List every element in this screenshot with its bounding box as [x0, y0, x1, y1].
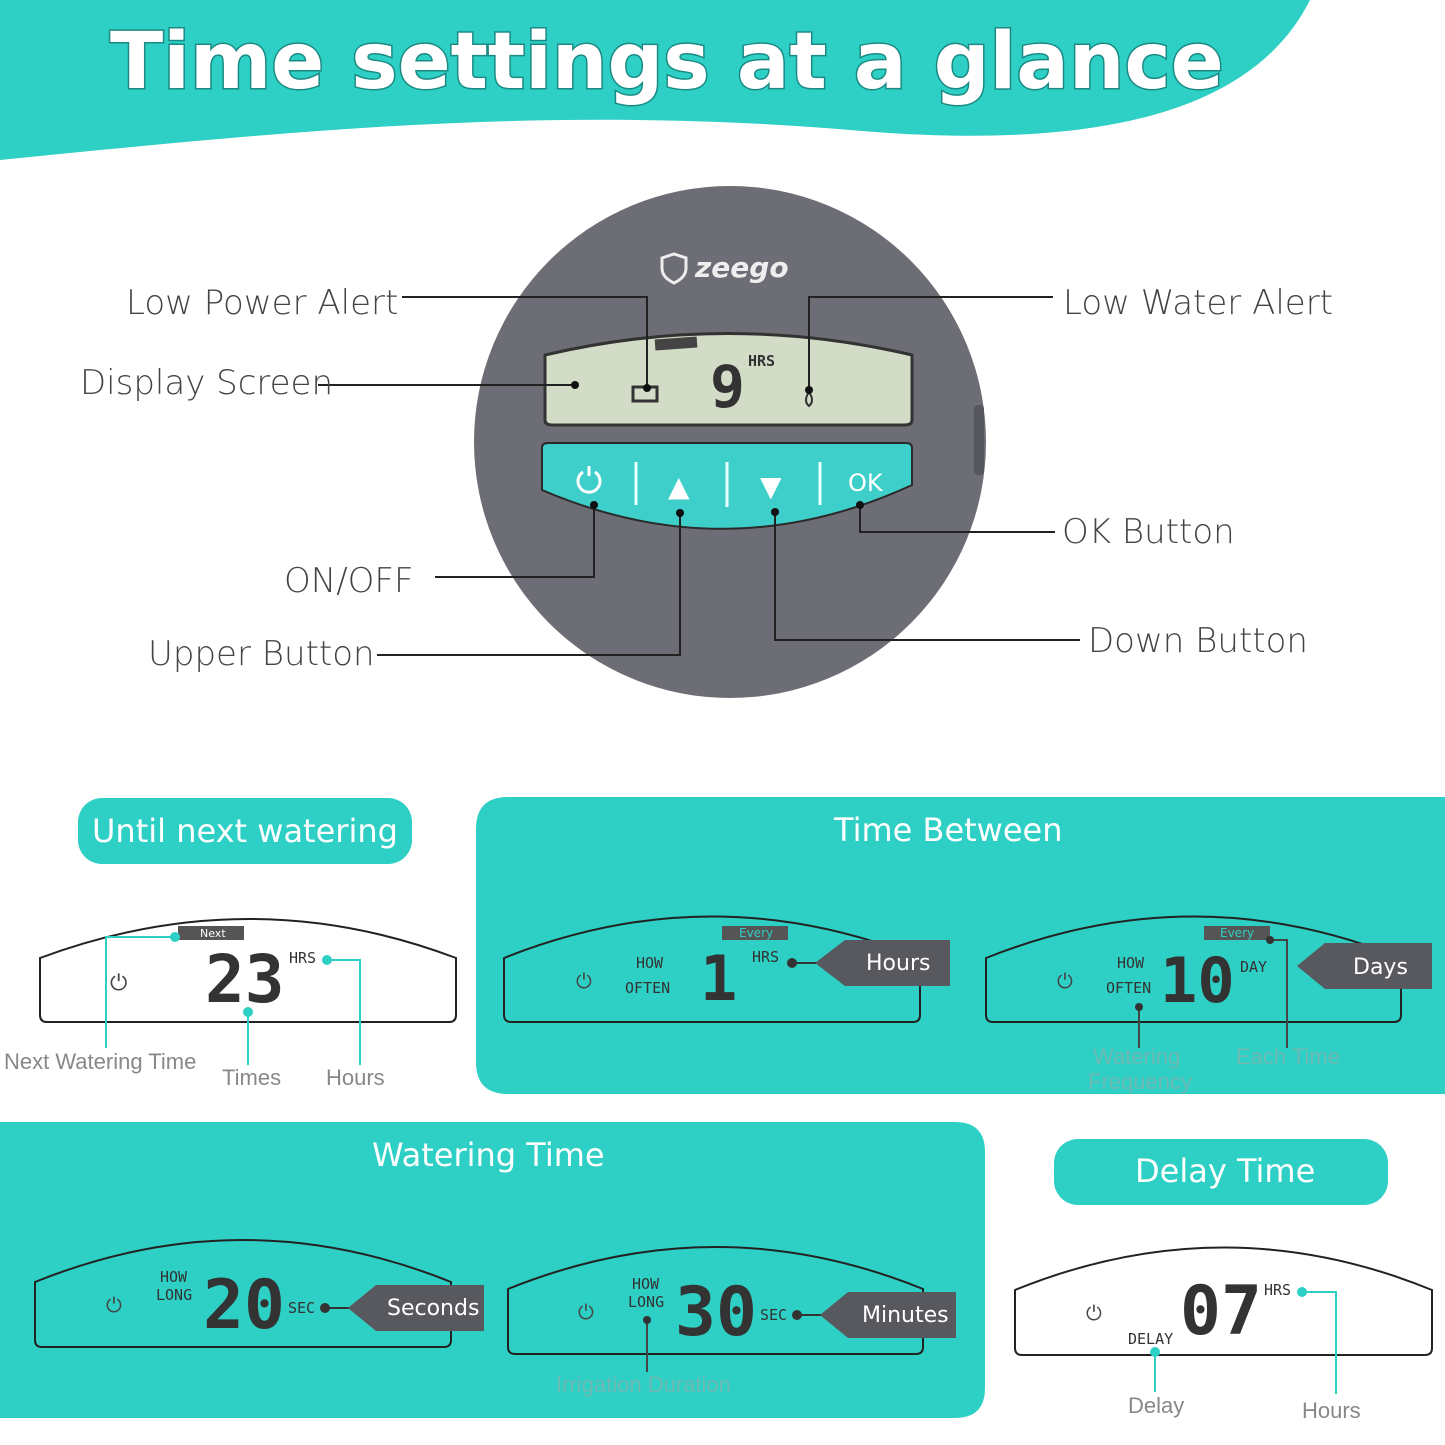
device: zeego 9 HRS ▲ ▼ OK [474, 186, 986, 698]
watering-time-section: Watering Time ⏻ HOW LONG 20 SEC Seconds … [0, 1122, 985, 1418]
delay-time-heading: Delay Time [1135, 1152, 1315, 1190]
next-unit: HRS [289, 949, 316, 967]
label-each-time: Each Time [1236, 1044, 1340, 1069]
power-button[interactable] [576, 466, 602, 494]
label-irrigation-duration: Irrigation Duration [556, 1372, 731, 1397]
time-between-section: Time Between Every ⏻ HOW OFTEN 1 HRS Hou… [476, 797, 1445, 1094]
how-label: HOW [636, 954, 664, 972]
next-badge: Next [200, 927, 226, 940]
label-upper-button: Upper Button [148, 634, 375, 674]
until-next-section: Until next watering Next ⏻ 23 HRS Next W… [4, 798, 457, 1090]
tag-seconds: Seconds [387, 1296, 479, 1321]
how-label: HOW [632, 1275, 660, 1293]
delay-time-section: Delay Time ⏻ DELAY 07 HRS Delay Hours [1014, 1139, 1433, 1423]
power-icon [576, 466, 602, 494]
plug-icon: ⏻ [576, 969, 592, 993]
label-delay-hours: Hours [1302, 1398, 1361, 1423]
between-value-hours: 1 [700, 942, 737, 1015]
plug-icon: ⏻ [110, 971, 127, 996]
every-badge-right: Every [1220, 926, 1254, 940]
label-watering: Watering [1093, 1044, 1180, 1069]
watering-time-heading: Watering Time [372, 1136, 605, 1174]
watering-unit-minutes: SEC [760, 1306, 787, 1324]
tag-days: Days [1353, 955, 1408, 980]
next-value: 23 [205, 941, 284, 1018]
header-wave [0, 0, 1310, 160]
between-value-days: 10 [1160, 944, 1235, 1017]
watering-value-minutes: 30 [675, 1273, 757, 1352]
page-title: Time settings at a glance [110, 17, 1224, 107]
between-unit-days: DAY [1240, 958, 1267, 976]
often-label: OFTEN [625, 979, 670, 997]
water-drop-icon [805, 390, 813, 408]
delay-label-lcd: DELAY [1128, 1330, 1173, 1348]
tag-minutes: Minutes [862, 1303, 949, 1328]
tag-hours: Hours [866, 951, 930, 976]
ok-button[interactable]: OK [848, 469, 884, 497]
how-label: HOW [1117, 954, 1145, 972]
long-label: LONG [628, 1293, 664, 1311]
plug-icon: ⏻ [578, 1300, 594, 1324]
delay-unit: HRS [1264, 1281, 1291, 1299]
how-label: HOW [160, 1268, 188, 1286]
until-next-heading: Until next watering [92, 812, 398, 850]
plug-icon: ⏻ [1086, 1301, 1102, 1325]
label-display-screen: Display Screen [80, 363, 333, 403]
time-between-heading: Time Between [833, 811, 1063, 849]
label-ok-button: OK Button [1062, 512, 1235, 552]
up-button[interactable]: ▲ [668, 470, 690, 503]
watering-value-seconds: 20 [203, 1266, 285, 1345]
down-button[interactable]: ▼ [760, 470, 782, 503]
label-delay: Delay [1128, 1393, 1184, 1418]
plug-icon: ⏻ [106, 1293, 122, 1317]
label-hours: Hours [326, 1065, 385, 1090]
screen-unit: HRS [748, 352, 775, 370]
label-on-off: ON/OFF [284, 561, 414, 601]
label-frequency: Frequency [1088, 1069, 1192, 1094]
plug-icon: ⏻ [1057, 969, 1073, 993]
brand-logo: zeego [694, 251, 789, 284]
shield-logo-icon [660, 252, 688, 285]
screen-value: 9 [710, 353, 745, 421]
label-next-watering-time: Next Watering Time [4, 1049, 196, 1074]
delay-value: 07 [1180, 1272, 1262, 1351]
callout-lines [318, 296, 1080, 656]
label-low-power-alert: Low Power Alert [126, 283, 398, 323]
between-unit-hours: HRS [752, 948, 779, 966]
watering-unit-seconds: SEC [288, 1299, 315, 1317]
every-badge-left: Every [739, 926, 773, 940]
label-low-water-alert: Low Water Alert [1063, 283, 1333, 323]
long-label: LONG [156, 1286, 192, 1304]
label-times: Times [222, 1065, 281, 1090]
often-label: OFTEN [1106, 979, 1151, 997]
label-down-button: Down Button [1088, 621, 1308, 661]
